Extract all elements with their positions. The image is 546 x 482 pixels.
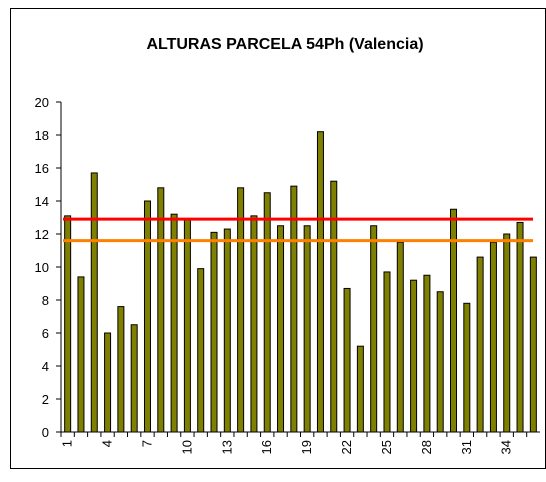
bar xyxy=(143,200,151,433)
x-tick-label: 4 xyxy=(100,440,115,447)
bar xyxy=(250,215,258,433)
bar xyxy=(516,221,524,433)
bar xyxy=(64,215,72,433)
bar xyxy=(423,274,431,433)
x-tick-label: 7 xyxy=(139,440,154,447)
bar xyxy=(463,302,471,433)
x-tick-label: 31 xyxy=(459,440,474,454)
x-tick-label: 19 xyxy=(299,440,314,454)
x-tick-label: 28 xyxy=(419,440,434,454)
y-tick-label: 10 xyxy=(35,260,49,275)
y-tick-label: 20 xyxy=(35,95,49,110)
bar xyxy=(223,228,231,433)
y-tick-label: 16 xyxy=(35,161,49,176)
bar xyxy=(277,225,285,433)
y-tick-label: 18 xyxy=(35,128,49,143)
bar xyxy=(117,306,125,433)
bar xyxy=(197,268,205,433)
bar xyxy=(237,187,245,433)
bar xyxy=(183,218,191,433)
chart-title: ALTURAS PARCELA 54Ph (Valencia) xyxy=(146,36,423,53)
bar xyxy=(436,291,444,433)
bar xyxy=(450,208,458,433)
bar xyxy=(356,345,364,433)
bar xyxy=(263,192,271,433)
y-tick-label: 8 xyxy=(42,293,49,308)
bar xyxy=(316,131,324,433)
x-tick-label: 1 xyxy=(60,440,75,447)
y-tick-label: 2 xyxy=(42,392,49,407)
y-tick-label: 6 xyxy=(42,326,49,341)
bar xyxy=(529,256,537,433)
bar xyxy=(503,233,511,433)
x-tick-label: 34 xyxy=(499,440,514,454)
bar xyxy=(343,287,351,433)
bar xyxy=(476,256,484,433)
bar xyxy=(410,279,418,433)
x-tick-label: 25 xyxy=(379,440,394,454)
x-tick-label: 13 xyxy=(219,440,234,454)
bar xyxy=(210,231,218,433)
y-tick-label: 14 xyxy=(35,194,49,209)
bar xyxy=(170,213,178,433)
bar xyxy=(77,276,85,433)
y-tick-label: 4 xyxy=(42,359,49,374)
bar xyxy=(290,185,298,433)
x-tick-label: 22 xyxy=(339,440,354,454)
bar xyxy=(303,225,311,433)
bar xyxy=(90,172,98,433)
y-tick-label: 12 xyxy=(35,227,49,242)
bar xyxy=(489,241,497,433)
bar xyxy=(130,324,138,433)
x-tick-label: 10 xyxy=(179,440,194,454)
bar xyxy=(157,187,165,433)
y-tick-label: 0 xyxy=(42,425,49,440)
bar xyxy=(396,241,404,433)
bar xyxy=(104,332,112,433)
bar xyxy=(330,180,338,433)
bar xyxy=(370,225,378,433)
bar xyxy=(383,271,391,433)
x-tick-label: 16 xyxy=(259,440,274,454)
